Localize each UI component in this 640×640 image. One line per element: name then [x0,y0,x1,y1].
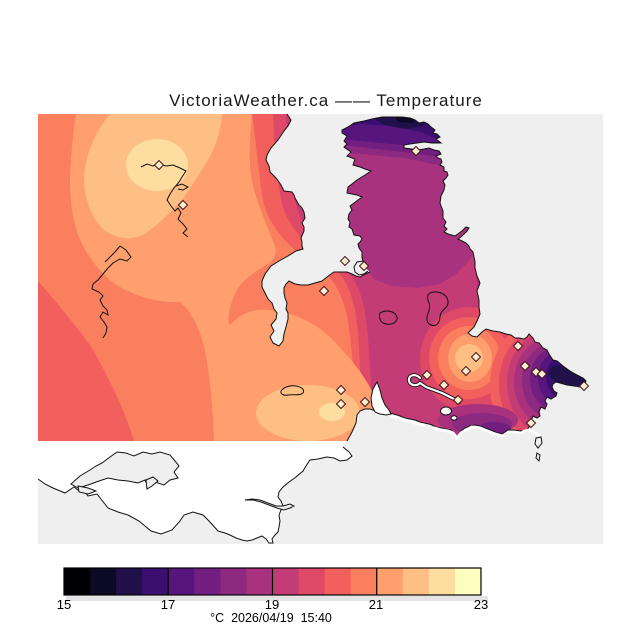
svg-text:21: 21 [369,597,383,612]
svg-text:23: 23 [474,597,488,612]
svg-text:°C 2026/04/19 15:40: °C 2026/04/19 15:40 [210,611,332,625]
svg-text:17: 17 [161,597,175,612]
svg-text:19: 19 [265,597,279,612]
svg-text:VictoriaWeather.ca —— Temperat: VictoriaWeather.ca —— Temperature [169,91,483,110]
svg-text:15: 15 [57,597,71,612]
